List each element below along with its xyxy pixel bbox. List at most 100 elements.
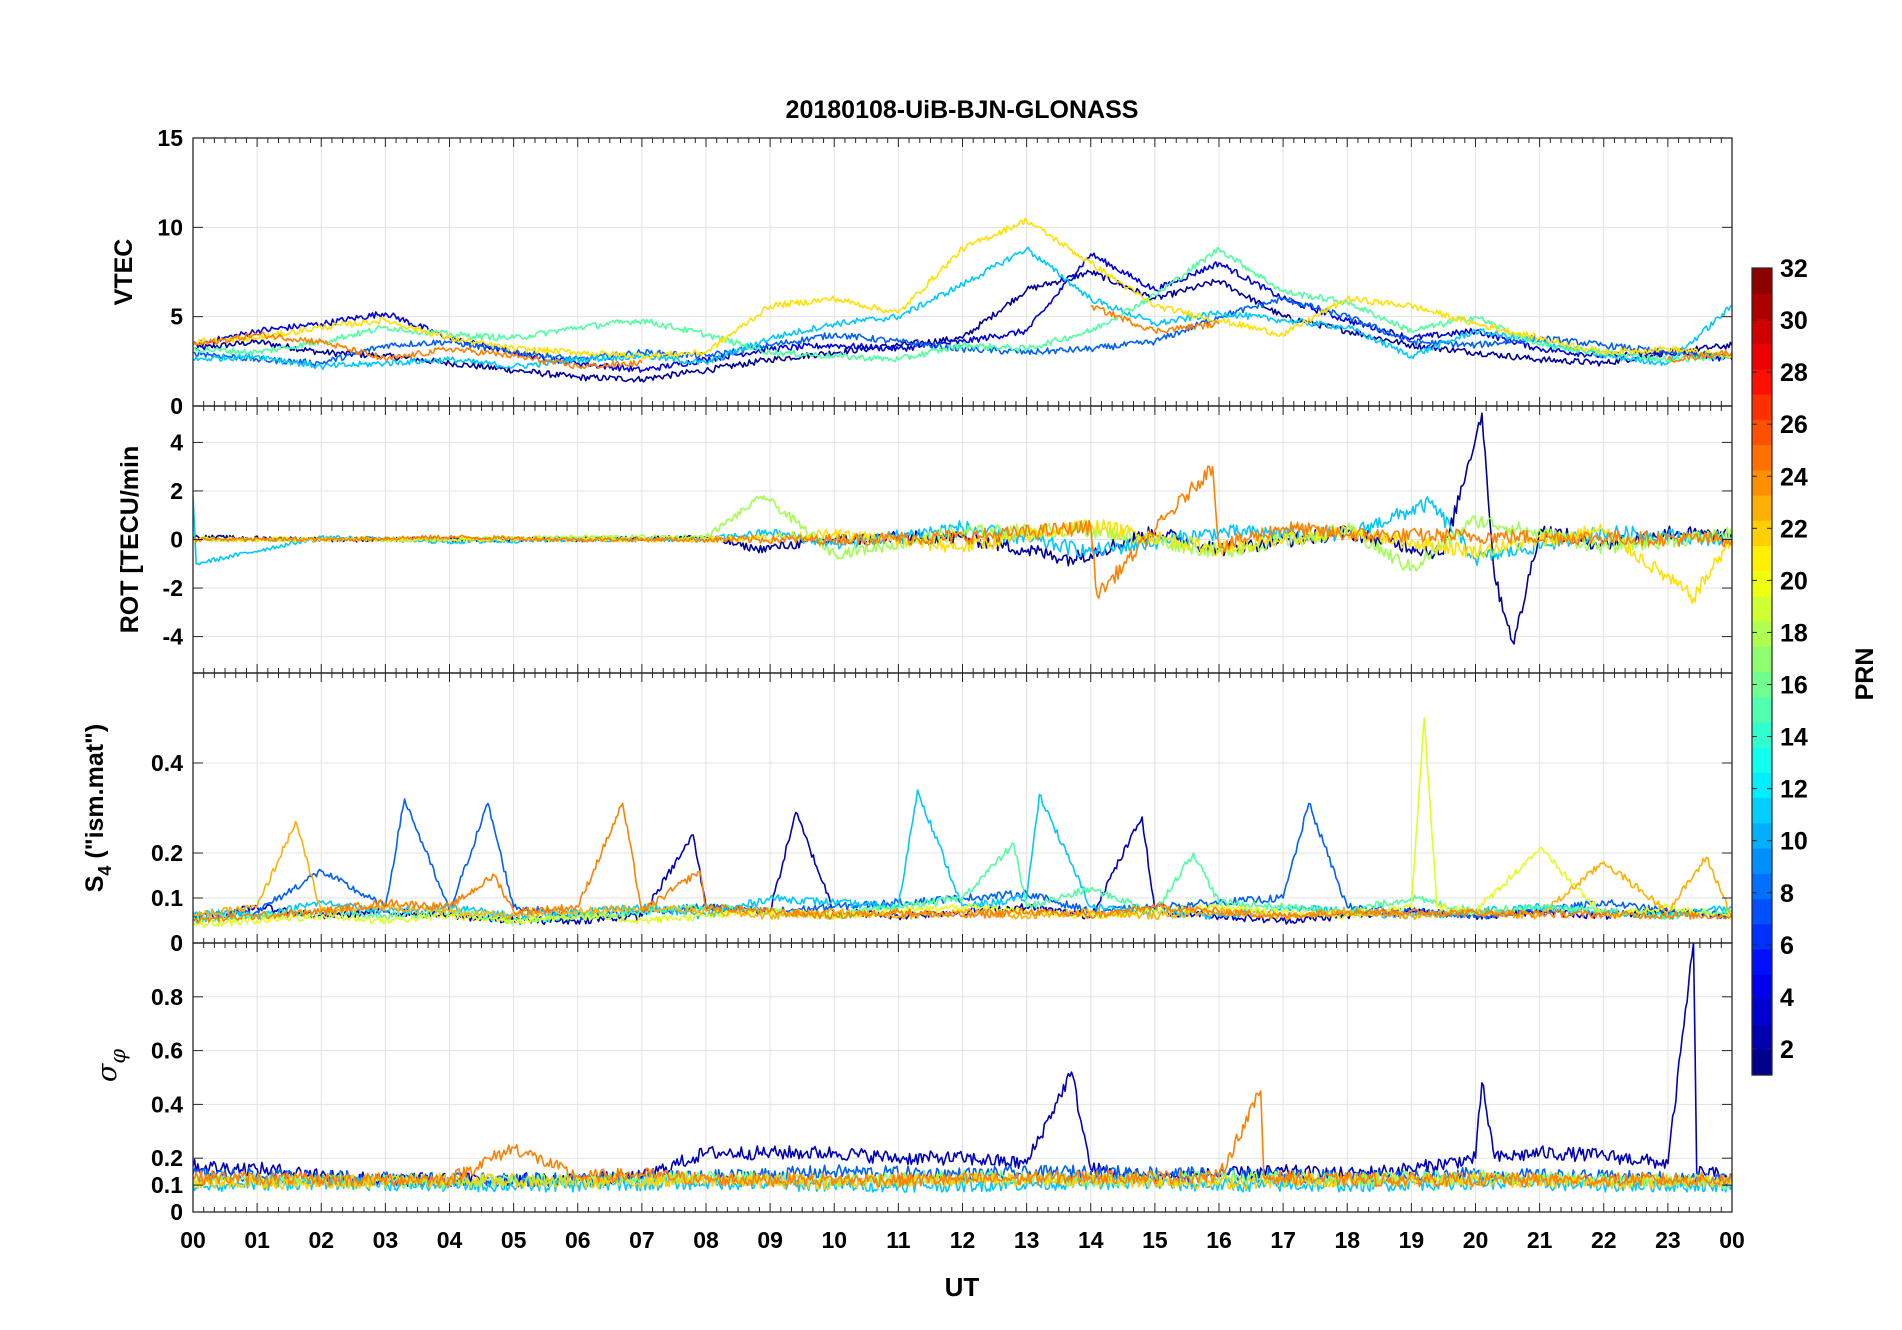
y-axis-label: S4 ("ism.mat") — [81, 724, 115, 893]
colorbar-cell — [1752, 394, 1772, 420]
x-tick-label: 14 — [1078, 1227, 1104, 1253]
x-tick-label: 23 — [1655, 1227, 1681, 1253]
x-tick-label: 19 — [1399, 1227, 1425, 1253]
panel-s4: 0 0.1 0.2 0.4 S4 ("ism.mat") — [81, 672, 1733, 956]
x-tick-label: 21 — [1527, 1227, 1553, 1253]
x-tick-label: 12 — [950, 1227, 976, 1253]
colorbar-cell — [1752, 419, 1772, 446]
x-tick-label: 10 — [821, 1227, 847, 1253]
y-tick-label: 0.1 — [151, 885, 183, 911]
colorbar-tick-label: 20 — [1780, 567, 1808, 595]
x-tick-label: 20 — [1463, 1227, 1489, 1253]
colorbar-tick-label: 4 — [1780, 984, 1794, 1012]
x-tick-label: 06 — [565, 1227, 591, 1253]
colorbar-cell — [1752, 268, 1772, 294]
trace-prn-12 — [193, 495, 1732, 566]
x-tick-label: 08 — [693, 1227, 719, 1253]
colorbar-cell — [1752, 948, 1772, 975]
y-tick-label: 0.4 — [151, 1091, 183, 1117]
panel-sigma_phi: 00.10.2 0.4 0.6 0.8 σφ 00 01 02 03 04 05 06 07 08 09 10… — [92, 942, 1745, 1253]
colorbar-cell — [1752, 1024, 1772, 1051]
colorbar-cell — [1752, 469, 1772, 496]
colorbar-cell — [1752, 293, 1772, 320]
x-tick-label: 07 — [629, 1227, 655, 1253]
colorbar-tick-label: 24 — [1780, 463, 1808, 491]
rot-traces — [193, 412, 1732, 645]
sigma_phi-traces — [193, 943, 1732, 1193]
s4-traces — [193, 717, 1732, 929]
y-tick-label: 2 — [170, 478, 183, 504]
colorbar-cell — [1752, 772, 1772, 799]
colorbar-cell — [1752, 848, 1772, 874]
colorbar-cell — [1752, 873, 1772, 900]
y-tick-label: 0 — [170, 1199, 183, 1225]
colorbar-cell — [1752, 747, 1772, 773]
trace-prn-24 — [193, 1090, 1732, 1188]
colorbar-cell — [1752, 545, 1772, 572]
y-tick-label: 10 — [157, 214, 183, 240]
x-tick-label: 16 — [1206, 1227, 1232, 1253]
colorbar-tick-label: 6 — [1780, 932, 1794, 960]
trace-prn-24 — [193, 305, 1732, 370]
y-tick-label: 0.2 — [151, 840, 183, 866]
colorbar-cell — [1752, 646, 1772, 673]
x-tick-label: 18 — [1334, 1227, 1360, 1253]
x-tick-label: 05 — [501, 1227, 527, 1253]
x-tick-label: 02 — [308, 1227, 334, 1253]
x-tick-label: 03 — [373, 1227, 399, 1253]
colorbar-cell — [1752, 721, 1772, 748]
x-tick-label: 15 — [1142, 1227, 1168, 1253]
colorbar-tick-label: 18 — [1780, 619, 1808, 647]
y-tick-label: 5 — [170, 304, 183, 330]
y-tick-label: 0.1 — [151, 1172, 183, 1198]
colorbar-tick-label: 26 — [1780, 411, 1808, 439]
colorbar-cell — [1752, 318, 1772, 345]
colorbar-cell — [1752, 797, 1772, 824]
trace-prn-24 — [193, 465, 1732, 599]
x-tick-label: 00 — [180, 1227, 206, 1253]
colorbar-cell — [1752, 898, 1772, 925]
trace-prn-1 — [193, 269, 1732, 383]
vtec-traces — [193, 217, 1732, 383]
colorbar-cell — [1752, 444, 1772, 471]
y-tick-label: 0.8 — [151, 984, 183, 1010]
colorbar-cell — [1752, 822, 1772, 849]
y-tick-label: 0 — [170, 527, 183, 553]
trace-prn-24 — [193, 802, 1732, 924]
colorbar-cell — [1752, 494, 1772, 521]
trace-prn-20 — [193, 217, 1732, 360]
trace-prn-8 — [193, 296, 1732, 367]
colorbar-tick-label: 30 — [1780, 307, 1808, 335]
colorbar-tick-label: 22 — [1780, 515, 1808, 543]
colorbar-tick-label: 14 — [1780, 724, 1808, 752]
x-tick-label: 04 — [437, 1227, 463, 1253]
colorbar-label: PRN — [1851, 648, 1879, 701]
y-tick-label: 0.4 — [151, 750, 183, 776]
y-axis-label: VTEC — [110, 239, 138, 306]
x-tick-label: 17 — [1270, 1227, 1296, 1253]
y-tick-label: 0 — [170, 393, 183, 419]
colorbar-cell — [1752, 696, 1772, 723]
x-tick-label: 00 — [1719, 1227, 1745, 1253]
y-axis-label: σφ — [92, 1049, 130, 1082]
trace-prn-20 — [193, 519, 1732, 605]
colorbar-cell — [1752, 343, 1772, 370]
colorbar-cell — [1752, 671, 1772, 698]
colorbar-frame — [1751, 267, 1773, 1076]
trace-prn-12 — [193, 246, 1732, 370]
x-tick-label: 13 — [1014, 1227, 1040, 1253]
y-tick-label: -2 — [163, 575, 183, 601]
x-tick-label: 09 — [757, 1227, 783, 1253]
colorbar-tick-label: 8 — [1780, 880, 1794, 908]
colorbar-tick-label: 32 — [1780, 255, 1808, 283]
colorbar-cell — [1752, 923, 1772, 950]
trace-prn-16 — [193, 246, 1732, 364]
colorbar-cell — [1752, 368, 1772, 395]
trace-prn-12 — [193, 1174, 1732, 1193]
colorbar-tick-label: 12 — [1780, 776, 1808, 804]
colorbar-cell — [1752, 974, 1772, 1000]
y-tick-label: 15 — [157, 125, 183, 151]
x-tick-label: 11 — [886, 1227, 911, 1253]
